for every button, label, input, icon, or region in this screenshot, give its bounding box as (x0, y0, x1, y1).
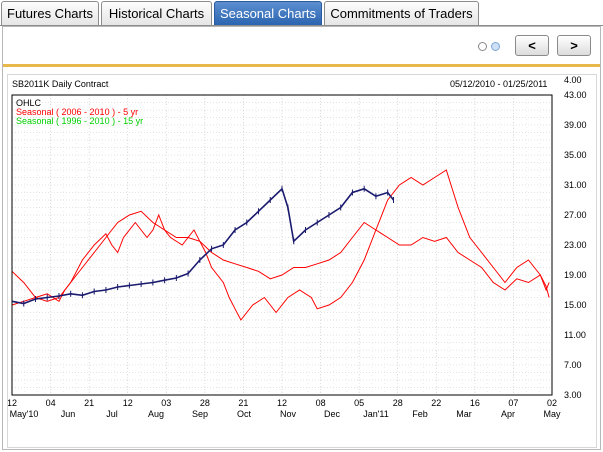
tab-bar: Futures Charts Historical Charts Seasona… (0, 0, 603, 26)
legend-seasonal-5yr: Seasonal ( 2006 - 2010 ) - 5 yr (16, 107, 138, 117)
x-day-label: 02 (547, 398, 557, 408)
x-month-label: Jun (61, 409, 76, 419)
chart-area: SB2011K Daily Contract 05/12/2010 - 01/2… (7, 74, 597, 448)
x-day-label: 03 (161, 398, 171, 408)
x-day-label: 28 (200, 398, 210, 408)
series-line-0 (11, 169, 550, 321)
y-tick-label: 23.00 (564, 240, 587, 250)
y-tick-label: 27.00 (564, 210, 587, 220)
y-top-label: 4.00 (564, 75, 582, 85)
x-month-label: Jan'11 (363, 409, 389, 419)
y-tick-label: 3.00 (564, 390, 582, 400)
tab-historical-charts[interactable]: Historical Charts (101, 1, 212, 25)
chart-grid (11, 94, 553, 396)
x-day-label: 12 (277, 398, 287, 408)
x-month-label: Mar (456, 409, 472, 419)
x-month-label: Sep (192, 409, 208, 419)
x-month-label: May (543, 409, 561, 419)
y-tick-label: 39.00 (564, 120, 587, 130)
plot-frame (11, 94, 553, 396)
x-month-label: Aug (148, 409, 164, 419)
tab-futures-charts[interactable]: Futures Charts (1, 1, 99, 25)
chart-date-range: 05/12/2010 - 01/25/2011 (450, 79, 548, 89)
y-tick-label: 19.00 (564, 270, 587, 280)
x-day-label: 28 (393, 398, 403, 408)
x-month-label: Oct (237, 409, 252, 419)
y-tick-label: 11.00 (564, 330, 586, 340)
tab-seasonal-charts[interactable]: Seasonal Charts (214, 1, 322, 25)
chart-panel: < > SB2011K Daily Contract 05/12/2010 - … (2, 26, 601, 450)
x-day-label: 08 (316, 398, 326, 408)
x-day-label: 21 (84, 398, 94, 408)
x-day-label: 07 (508, 398, 518, 408)
page-dot-1[interactable] (478, 42, 487, 51)
x-day-label: 12 (123, 398, 133, 408)
y-tick-label: 43.00 (564, 90, 587, 100)
page-dot-2[interactable] (491, 42, 500, 51)
y-tick-label: 15.00 (564, 300, 587, 310)
y-tick-label: 7.00 (564, 360, 582, 370)
x-month-label: Feb (412, 409, 428, 419)
prev-button[interactable]: < (515, 35, 549, 56)
next-button[interactable]: > (557, 35, 591, 56)
x-month-label: Nov (280, 409, 297, 419)
x-month-label: Jul (106, 409, 118, 419)
y-axis: 43.00 39.00 35.00 31.00 27.00 23.00 19.00 15.00… (564, 75, 587, 400)
x-month-label: May'10 (10, 409, 39, 419)
chart-controls: < > (3, 27, 600, 67)
x-axis: 12 04 21 12 03 28 21 12 08 05 28 22 16 07 02 May'10 Jun J… (8, 398, 561, 419)
x-day-label: 16 (470, 398, 480, 408)
x-day-label: 22 (431, 398, 441, 408)
x-month-label: Dec (324, 409, 341, 419)
legend-ohlc: OHLC (16, 98, 42, 108)
tab-commitments-of-traders[interactable]: Commitments of Traders (324, 1, 479, 25)
y-tick-label: 35.00 (564, 150, 587, 160)
seasonal-chart: 43.00 39.00 35.00 31.00 27.00 23.00 19.00 15.00… (8, 75, 587, 419)
tab-divider (0, 25, 603, 26)
x-day-label: 05 (354, 398, 364, 408)
chart-series (11, 169, 550, 321)
x-day-label: 04 (46, 398, 56, 408)
y-tick-label: 31.00 (564, 180, 587, 190)
x-month-label: Apr (501, 409, 515, 419)
x-day-label: 12 (8, 398, 17, 408)
legend-seasonal-15yr: Seasonal ( 1996 - 2010 ) - 15 yr (16, 116, 143, 126)
series-line-1 (11, 210, 550, 306)
chart-contract-title: SB2011K Daily Contract (12, 79, 109, 89)
x-day-label: 21 (238, 398, 248, 408)
